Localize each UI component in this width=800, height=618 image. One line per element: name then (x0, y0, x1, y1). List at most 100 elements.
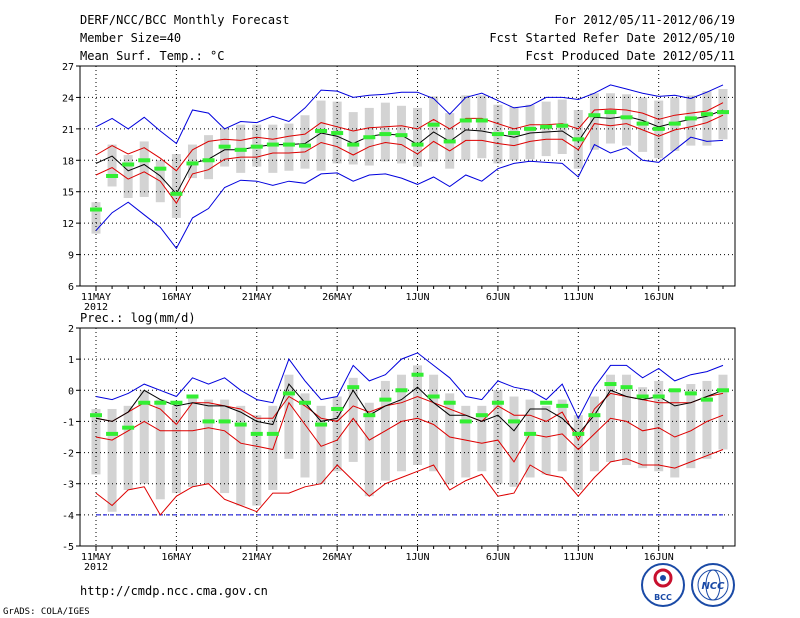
x-tick-label: 6JUN (486, 292, 510, 303)
bcc-logo-swirl-icon (653, 568, 673, 588)
observed-marker (186, 161, 199, 166)
observed-marker (331, 131, 344, 136)
spread-bar (155, 399, 165, 500)
observed-marker (266, 431, 279, 436)
bcc-logo-text: BCC (654, 593, 672, 602)
spread-bar (348, 112, 358, 165)
spread-bar (348, 377, 358, 462)
series-line-upper-quartile (95, 102, 724, 172)
spread-bar (220, 399, 230, 494)
observed-marker (186, 394, 199, 399)
spread-bar (638, 387, 648, 469)
spread-bar (477, 405, 487, 472)
y-tick-label: 15 (62, 188, 74, 199)
observed-marker (508, 419, 520, 424)
observed-marker (475, 118, 488, 123)
header-member-size: Member Size=40 (80, 31, 181, 45)
y-tick-label: 9 (68, 251, 74, 262)
observed-marker (475, 413, 488, 418)
spread-bar (718, 374, 728, 450)
observed-marker (250, 144, 263, 149)
observed-marker (588, 413, 601, 418)
observed-marker (427, 122, 440, 127)
bcc-logo-core (660, 575, 666, 581)
y-tick-label: 12 (62, 219, 74, 230)
observed-marker (556, 403, 569, 408)
observed-marker (234, 147, 247, 152)
spread-bar (139, 390, 149, 484)
spread-bar (107, 144, 117, 187)
spread-bar (300, 115, 310, 169)
spread-bar (268, 124, 278, 173)
bcc-logo: BCC (641, 563, 685, 607)
spread-bar (686, 384, 696, 469)
observed-marker (684, 391, 697, 396)
observed-marker (282, 142, 295, 147)
observed-marker (604, 382, 617, 387)
observed-marker (540, 124, 553, 129)
series-line-max (95, 352, 724, 420)
spread-bar (364, 402, 374, 497)
series-line-lower-quartile (95, 401, 724, 463)
header-title: DERF/NCC/BCC Monthly Forecast (80, 13, 290, 27)
spread-bar (702, 91, 712, 146)
observed-marker (620, 115, 633, 120)
observed-marker (299, 143, 311, 148)
spread-bar (413, 365, 423, 466)
series-line-median (95, 109, 724, 195)
y-tick-label: 24 (62, 93, 74, 104)
series-line-median (95, 383, 724, 435)
spread-bar (91, 408, 101, 475)
y-tick-label: -5 (62, 542, 74, 553)
y-tick-label: 0 (68, 386, 74, 397)
spread-bar (477, 95, 487, 159)
observed-marker (363, 135, 376, 140)
series-line-upper-quartile (95, 392, 724, 442)
observed-marker (154, 400, 167, 405)
y-tick-label: -3 (62, 480, 74, 491)
y-tick-label: -2 (62, 449, 74, 460)
observed-marker (491, 400, 504, 405)
spread-bar (316, 405, 326, 484)
x-tick-label: 16JUN (644, 552, 674, 563)
spread-bar (171, 405, 181, 494)
observed-marker (170, 400, 183, 405)
spread-bar (380, 102, 390, 162)
spread-bar (622, 94, 632, 146)
observed-marker (572, 137, 585, 142)
observed-marker (331, 406, 344, 411)
spread-bar (316, 100, 326, 171)
observed-marker (315, 128, 328, 133)
spread-bar (429, 374, 439, 472)
spread-bar (686, 95, 696, 146)
x-tick-label: 11JUN (563, 552, 593, 563)
footer-url[interactable]: http://cmdp.ncc.cma.gov.cn (80, 584, 268, 598)
spread-bar (123, 155, 133, 198)
observed-marker (234, 422, 247, 427)
observed-marker (395, 133, 408, 138)
observed-marker (700, 112, 713, 117)
observed-marker (170, 191, 183, 196)
ncc-logo-meridian (705, 569, 721, 601)
header-variable: Mean Surf. Temp.: °C (80, 49, 225, 63)
year-label: 2012 (84, 562, 108, 573)
observed-marker (491, 132, 504, 137)
observed-marker (717, 110, 729, 115)
observed-marker (347, 142, 360, 147)
header-produced: Fcst Produced Date 2012/05/11 (525, 49, 735, 63)
observed-marker (363, 413, 376, 418)
observed-marker (427, 394, 440, 399)
observed-marker (652, 126, 665, 131)
spread-bar (300, 393, 310, 478)
observed-marker (588, 113, 601, 118)
series-line-lower-quartile (95, 114, 724, 205)
header-period: For 2012/05/11-2012/06/19 (554, 13, 735, 27)
observed-marker (411, 372, 424, 377)
observed-marker (138, 400, 151, 405)
observed-marker (636, 394, 649, 399)
observed-marker (508, 131, 520, 136)
y-tick-label: 27 (62, 62, 74, 73)
observed-marker (202, 158, 215, 163)
observed-marker (524, 126, 537, 131)
